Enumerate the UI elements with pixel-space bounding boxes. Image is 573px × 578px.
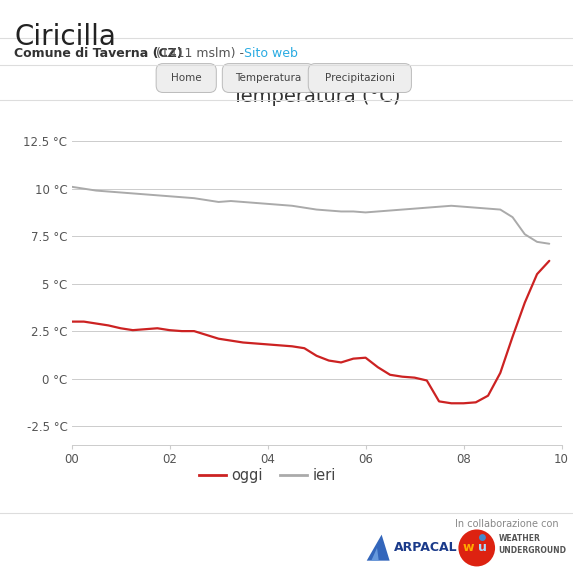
Text: w: w — [462, 542, 474, 554]
Text: Sito web: Sito web — [244, 47, 297, 60]
Text: Temperatura: Temperatura — [235, 73, 301, 83]
Legend: oggi, ieri: oggi, ieri — [194, 462, 342, 490]
Text: WEATHER
UNDERGROUND: WEATHER UNDERGROUND — [499, 534, 567, 555]
Text: (1411 mslm) -: (1411 mslm) - — [152, 47, 248, 60]
Text: ARPACAL: ARPACAL — [394, 542, 458, 554]
Text: Precipitazioni: Precipitazioni — [325, 73, 395, 83]
Text: u: u — [478, 542, 487, 554]
Text: In collaborazione con: In collaborazione con — [455, 519, 559, 529]
Text: Ciricilla: Ciricilla — [14, 23, 116, 51]
Text: Home: Home — [171, 73, 202, 83]
Text: Comune di Taverna (CZ): Comune di Taverna (CZ) — [14, 47, 183, 60]
Title: Temperatura (°C): Temperatura (°C) — [232, 87, 401, 106]
